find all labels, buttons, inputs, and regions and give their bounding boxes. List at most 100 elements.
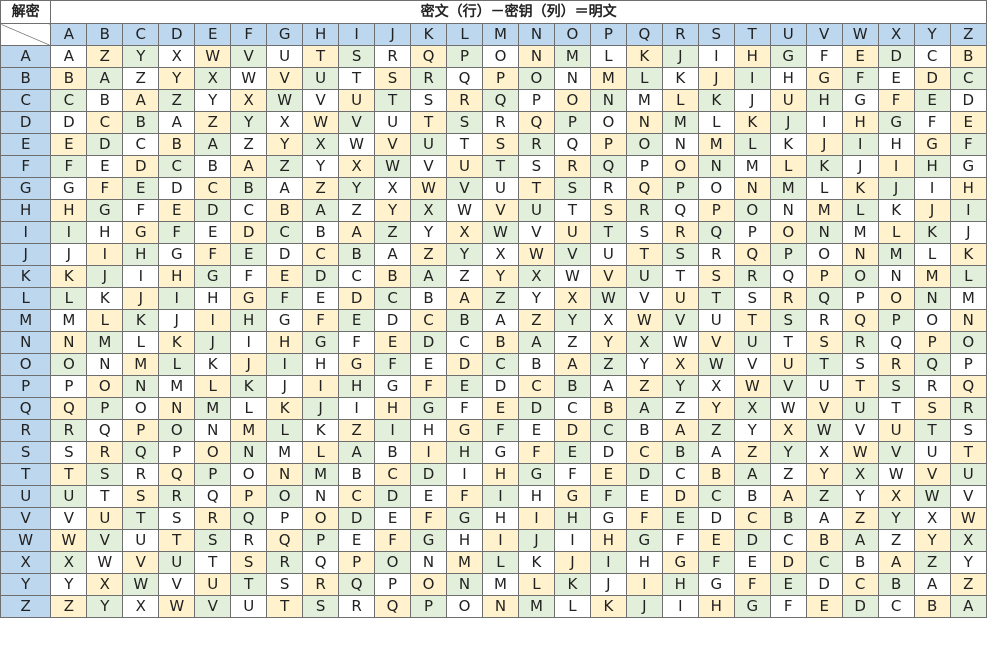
table-cell: B (50, 67, 88, 90)
table-cell: U (266, 45, 304, 68)
table-cell: E (410, 353, 448, 376)
table-cell: R (877, 353, 915, 376)
column-header-w: W (841, 23, 879, 46)
column-header-c: C (122, 23, 160, 46)
table-cell: Z (517, 309, 555, 332)
table-cell: B (733, 485, 771, 508)
table-cell: B (338, 463, 376, 486)
table-cell: O (158, 419, 196, 442)
column-header-a: A (50, 23, 88, 46)
table-cell: S (302, 595, 340, 618)
table-cell: A (553, 353, 591, 376)
table-cell: T (194, 551, 232, 574)
table-cell: Y (841, 485, 879, 508)
table-cell: U (841, 397, 879, 420)
table-cell: O (661, 155, 699, 178)
table-cell: L (266, 419, 304, 442)
table-cell: E (769, 573, 807, 596)
table-cell: C (805, 551, 843, 574)
table-cell: K (625, 45, 663, 68)
table-cell: S (949, 419, 987, 442)
table-cell: X (302, 133, 340, 156)
table-cell: I (553, 529, 591, 552)
table-cell: Q (410, 45, 448, 68)
table-cell: W (697, 353, 735, 376)
table-cell: C (302, 243, 340, 266)
table-cell: J (266, 375, 304, 398)
table-cell: C (230, 199, 268, 222)
table-cell: W (625, 309, 663, 332)
table-cell: C (50, 89, 88, 112)
table-cell: B (86, 89, 124, 112)
table-cell: A (158, 111, 196, 134)
column-header-t: T (733, 23, 771, 46)
table-cell: W (302, 111, 340, 134)
table-cell: M (302, 463, 340, 486)
row-header-u: U (0, 485, 52, 508)
row-header-b: B (0, 67, 52, 90)
table-cell: Y (446, 243, 483, 266)
table-cell: U (553, 221, 591, 244)
table-cell: J (230, 353, 268, 376)
table-cell: I (481, 529, 519, 552)
table-cell: Z (805, 485, 843, 508)
table-cell: C (158, 155, 196, 178)
table-cell: B (374, 265, 412, 288)
table-cell: L (625, 67, 663, 90)
table-cell: V (374, 133, 412, 156)
table-cell: J (733, 89, 771, 112)
table-cell: Q (86, 419, 124, 442)
table-cell: W (266, 89, 304, 112)
table-cell: G (625, 529, 663, 552)
table-cell: J (805, 133, 843, 156)
table-cell: Z (733, 441, 771, 464)
table-cell: L (302, 441, 340, 464)
table-cell: H (481, 507, 519, 530)
table-cell: B (769, 507, 807, 530)
table-cell: G (50, 177, 88, 200)
table-cell: V (338, 111, 376, 134)
table-cell: N (661, 133, 699, 156)
table-cell: T (158, 529, 196, 552)
table-cell: O (589, 111, 627, 134)
table-cell: M (913, 265, 951, 288)
table-cell: P (733, 221, 771, 244)
table-cell: L (194, 375, 232, 398)
table-cell: K (122, 309, 160, 332)
table-cell: A (338, 221, 376, 244)
table-cell: G (302, 331, 340, 354)
table-cell: I (86, 243, 124, 266)
table-cell: V (733, 353, 771, 376)
table-cell: N (553, 67, 591, 90)
table-cell: H (446, 441, 483, 464)
table-cell: G (697, 573, 735, 596)
table-cell: O (913, 309, 951, 332)
table-cell: H (122, 243, 160, 266)
table-cell: Q (769, 265, 807, 288)
table-cell: W (86, 551, 124, 574)
table-cell: T (805, 353, 843, 376)
table-cell: R (374, 45, 412, 68)
table-cell: N (302, 485, 340, 508)
table-cell: S (769, 309, 807, 332)
table-cell: Y (625, 353, 663, 376)
table-cell: A (625, 397, 663, 420)
table-cell: J (913, 199, 951, 222)
table-cell: S (877, 375, 915, 398)
table-cell: Y (697, 397, 735, 420)
table-cell: C (841, 573, 879, 596)
table-cell: Z (625, 375, 663, 398)
table-cell: G (589, 507, 627, 530)
table-cell: L (553, 595, 591, 618)
table-cell: X (949, 529, 987, 552)
table-cell: O (266, 485, 304, 508)
column-header-o: O (553, 23, 591, 46)
table-cell: D (338, 287, 376, 310)
table-cell: B (302, 221, 340, 244)
row-header-x: X (0, 551, 52, 574)
table-cell: I (302, 375, 340, 398)
table-cell: D (230, 221, 268, 244)
